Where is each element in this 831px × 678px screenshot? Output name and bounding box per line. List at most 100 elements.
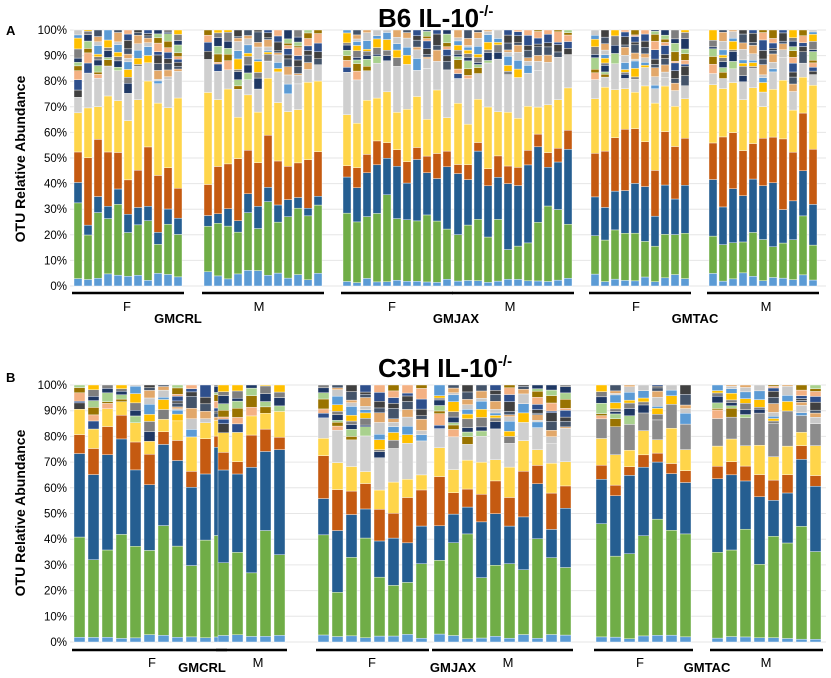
bar-segment [739,636,752,643]
bar-segment [623,475,636,554]
bar-segment [283,93,293,112]
bar-segment [493,280,503,287]
bar-segment [153,51,163,56]
bar-segment [461,436,474,445]
bar-segment [543,104,553,153]
bar-segment [171,384,184,389]
bar-segment [213,275,223,287]
bar-segment [610,89,620,138]
bar-segment [679,408,692,414]
bar-segment [531,404,544,410]
bar-segment [129,546,142,639]
bar-segment [660,29,670,36]
bar-segment [422,58,432,69]
bar-segment [245,415,258,436]
bar-segment [718,88,728,138]
bar-segment [342,55,352,61]
bar-segment [559,399,572,409]
bar-segment [113,41,123,45]
bar-segment [665,404,678,429]
bar-segment [402,32,412,39]
bar-segment [115,438,128,535]
bar-segment [531,412,544,415]
bar-segment [609,418,622,427]
bar-segment [157,389,170,398]
bar-segment [402,55,412,65]
bar-segment [808,31,818,35]
bar-segment [503,249,513,280]
bar-segment [665,395,678,405]
bar-segment [345,490,358,515]
bar-segment [609,384,622,392]
bar-segment [372,35,382,40]
bar-segment [133,43,143,51]
bar-segment [345,557,358,637]
bar-segment [392,29,402,38]
bar-segment [503,436,516,444]
bar-segment [600,43,610,51]
bar-segment [223,40,233,49]
y-tick-label: 60% [44,127,67,139]
bar-segment [231,400,244,409]
bar-segment [93,45,103,55]
bar-segment [623,424,636,451]
bar-segment [223,48,233,55]
bar-segment [223,163,233,209]
bar-segment [640,141,650,187]
bar-segment [123,69,133,78]
bar-segment [352,45,362,51]
bar-segment [767,479,780,501]
bar-segment [553,41,563,45]
bar-segment [317,413,330,419]
bar-segment [231,397,244,402]
bar-segment [623,408,636,417]
bar-segment [213,32,223,38]
bar-segment [143,42,153,47]
bar-segment [402,29,412,33]
bar-segment [503,65,513,72]
bar-segment [768,50,778,55]
bar-segment [373,489,386,510]
bar-segment [163,274,173,287]
bar-segment [559,426,572,429]
bar-segment [203,215,213,227]
bar-segment [778,49,788,58]
bar-segment [231,432,244,462]
bar-segment [352,41,362,46]
bar-segment [273,102,283,162]
bar-segment [620,36,630,46]
bar-segment [489,401,502,410]
bar-segment [563,129,573,150]
bar-segment [213,53,223,63]
bar-segment [293,29,303,38]
bar-segment [203,59,213,93]
bar-segment [767,536,780,638]
bar-segment [345,436,358,441]
bar-segment [758,74,768,78]
bar-segment [563,149,573,225]
bar-segment [708,56,718,65]
bar-segment [331,425,344,431]
bar-segment [113,70,123,101]
bar-segment [513,52,523,61]
bar-segment [345,514,358,558]
bar-segment [123,61,133,70]
bar-segment [415,474,428,491]
bar-segment [283,58,293,67]
bar-segment [489,390,502,395]
bar-segment [129,415,142,423]
bar-segment [243,72,253,80]
bar-segment [517,403,530,414]
bar-segment [199,418,212,423]
bar-segment [123,232,133,277]
bar-segment [531,388,544,392]
bar-segment [590,235,600,275]
bar-segment [670,70,680,79]
bar-segment [590,153,600,198]
bar-segment [758,29,768,33]
bar-segment [768,42,778,49]
bar-segment [359,508,372,539]
bar-segment [345,402,358,407]
bar-segment [808,279,818,287]
bar-segment [517,412,530,423]
